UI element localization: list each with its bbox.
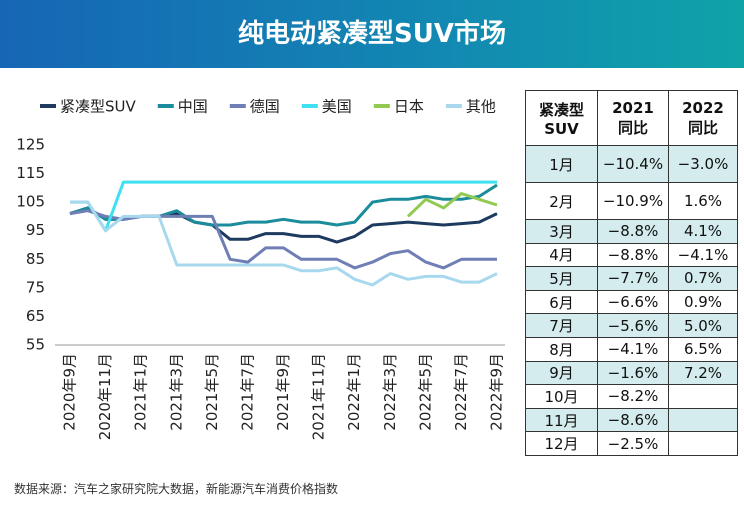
- table-cell: −4.1%: [668, 242, 738, 268]
- x-tick-label: 2021年7月: [238, 353, 256, 431]
- table-cell: −5.6%: [597, 313, 669, 338]
- table-cell: 8月: [525, 336, 598, 362]
- y-tick-label: 115: [16, 164, 45, 182]
- table-cell: 0.9%: [668, 289, 738, 315]
- x-tick-label: 2022年3月: [381, 353, 399, 431]
- y-tick-label: 55: [26, 336, 45, 354]
- x-tick-label: 2021年9月: [274, 353, 292, 431]
- header-line: 紧凑型: [538, 100, 584, 119]
- table-cell: −8.2%: [597, 384, 669, 409]
- table-cell: −8.6%: [597, 407, 669, 433]
- header: 纯电动紧凑型SUV市场: [0, 0, 744, 68]
- title: 纯电动紧凑型SUV市场: [238, 19, 506, 49]
- table-row: 6月 −6.6% 0.9%: [525, 289, 738, 315]
- table-cell: 6.5%: [668, 336, 738, 362]
- table-cell: 4.1%: [668, 219, 738, 244]
- legend-label: 中国: [178, 98, 208, 116]
- table-cell: −10.9%: [597, 182, 669, 220]
- x-tick-label: 2021年3月: [167, 353, 185, 431]
- table-cell: 5月: [525, 266, 598, 291]
- x-tick-label: 2020年9月: [61, 353, 79, 431]
- table-cell: 6月: [525, 289, 598, 315]
- header-cell: 2021 同比: [597, 90, 669, 146]
- header-line: 同比: [617, 118, 648, 137]
- table-cell: −8.8%: [597, 242, 669, 268]
- table-row: 4月 −8.8% −4.1%: [525, 242, 738, 268]
- table-row: 2月 −10.9% 1.6%: [525, 182, 738, 220]
- table-cell: 2月: [525, 182, 598, 220]
- table-cell: [668, 431, 738, 456]
- table-cell: 4月: [525, 242, 598, 268]
- table-row: 7月 −5.6% 5.0%: [525, 313, 738, 338]
- y-tick-label: 75: [26, 278, 45, 296]
- header-line: 2021: [612, 98, 654, 117]
- y-tick-label: 105: [16, 193, 45, 211]
- legend-label: 德国: [250, 98, 280, 116]
- table-cell: 3月: [525, 219, 598, 244]
- series-line: [406, 192, 498, 218]
- table-cell: [668, 384, 738, 409]
- header-cell: 紧凑型 SUV: [525, 90, 598, 146]
- table-cell: −1.6%: [597, 360, 669, 386]
- table-cell: −4.1%: [597, 336, 669, 362]
- table-cell: 12月: [525, 431, 598, 456]
- table-cell: 11月: [525, 407, 598, 433]
- legend-label: 日本: [394, 98, 424, 116]
- table-cell: −6.6%: [597, 289, 669, 315]
- table-row: 1月 −10.4% −3.0%: [525, 145, 738, 183]
- legend-label: 美国: [322, 98, 352, 116]
- table-row: 10月 −8.2%: [525, 384, 738, 409]
- x-tick-label: 2022年7月: [452, 353, 470, 431]
- table-row: 12月 −2.5%: [525, 431, 738, 456]
- table-cell: [668, 407, 738, 433]
- x-tick-label: 2022年1月: [345, 353, 363, 431]
- x-tick-label: 2022年9月: [488, 353, 506, 431]
- series-line: [69, 206, 498, 244]
- y-tick-label: 125: [16, 136, 45, 154]
- table-row: 11月 −8.6%: [525, 407, 738, 433]
- y-tick-label: 65: [26, 307, 45, 325]
- header-line: 同比: [687, 118, 718, 137]
- header-row: 紧凑型 SUV 2021 同比 2022 同比: [525, 90, 738, 146]
- table-cell: 1.6%: [668, 182, 738, 220]
- table-cell: 7.2%: [668, 360, 738, 386]
- x-tick-label: 2020年11月: [96, 353, 114, 440]
- series-line: [70, 180, 497, 233]
- legend-label: 其他: [466, 98, 496, 116]
- header-cell: 2022 同比: [668, 90, 738, 146]
- legend-label: 紧凑型SUV: [60, 98, 137, 116]
- y-tick-label: 85: [26, 250, 45, 268]
- table-cell: 5.0%: [668, 313, 738, 338]
- table-row: 3月 −8.8% 4.1%: [525, 219, 738, 244]
- table-row: 9月 −1.6% 7.2%: [525, 360, 738, 386]
- x-tick-label: 2022年5月: [416, 353, 434, 431]
- table-cell: −8.8%: [597, 219, 669, 244]
- table-cell: −10.4%: [597, 145, 669, 183]
- header-line: SUV: [544, 119, 579, 138]
- table-cell: 9月: [525, 360, 598, 386]
- x-tick-label: 2021年5月: [203, 353, 221, 431]
- x-tick-label: 2021年1月: [132, 353, 150, 431]
- table-cell: −2.5%: [597, 431, 669, 456]
- table-row: 5月 −7.7% 0.7%: [525, 266, 738, 291]
- series-line: [70, 200, 498, 287]
- header-line: 2022: [682, 98, 724, 117]
- x-tick-label: 2021年11月: [310, 353, 328, 440]
- source-note: 数据来源：汽车之家研究院大数据，新能源汽车消费价格指数: [14, 482, 339, 496]
- table-row: 8月 −4.1% 6.5%: [525, 336, 738, 362]
- table-cell: 1月: [525, 145, 598, 183]
- data-table: 紧凑型 SUV 2021 同比 2022 同比 1月 −10.4% −3.0% 2月 −10.9% 1…: [525, 90, 738, 456]
- table-cell: −3.0%: [668, 145, 738, 183]
- table-cell: 7月: [525, 313, 598, 338]
- chart: 紧凑型SUV 中国 德国 美国 日本 其他 55 65 75 85 95 105 115 125 2020年…: [16, 98, 506, 441]
- table-cell: −7.7%: [597, 266, 669, 291]
- table-cell: 0.7%: [668, 266, 738, 291]
- y-tick-label: 95: [26, 221, 45, 239]
- table-cell: 10月: [525, 384, 598, 409]
